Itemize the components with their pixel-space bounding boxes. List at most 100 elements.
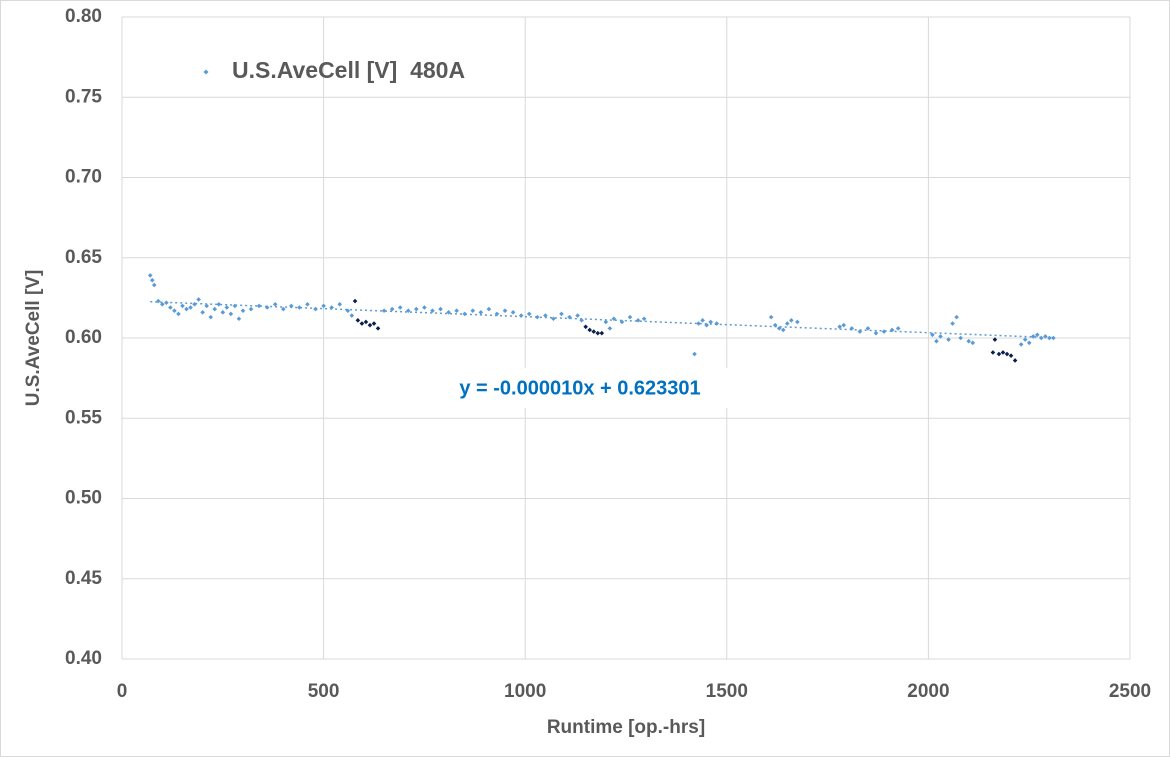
- data-point: [337, 301, 343, 307]
- data-point: [849, 326, 855, 331]
- x-tick-label: 2000: [907, 681, 949, 702]
- data-point: [405, 308, 411, 314]
- data-point: [446, 310, 451, 315]
- x-tick-label: 500: [308, 681, 340, 702]
- data-point: [1030, 334, 1036, 339]
- data-point: [692, 351, 697, 357]
- data-point: [603, 319, 609, 325]
- data-point: [970, 340, 976, 346]
- y-axis-title: U.S.AveCell [V]: [23, 270, 44, 407]
- data-point: [837, 324, 842, 330]
- data-point: [494, 311, 500, 317]
- data-point: [149, 277, 155, 283]
- data-point: [627, 314, 633, 320]
- data-point: [305, 301, 310, 307]
- data-point: [352, 298, 358, 304]
- data-point: [454, 308, 459, 314]
- y-tick-label: 0.50: [65, 488, 102, 509]
- data-point: [1038, 335, 1044, 341]
- data-point: [958, 335, 963, 341]
- data-point: [160, 301, 165, 307]
- data-point: [635, 318, 641, 323]
- data-point: [534, 314, 540, 320]
- legend-marker: [203, 69, 209, 75]
- data-point: [1004, 351, 1010, 357]
- x-axis-title: Runtime [op.-hrs]: [547, 717, 705, 738]
- data-point: [228, 311, 234, 317]
- data-point: [470, 308, 476, 314]
- data-point: [881, 329, 887, 334]
- y-tick-label: 0.60: [65, 327, 102, 348]
- x-tick-label: 1000: [504, 681, 546, 702]
- data-point: [992, 337, 998, 342]
- data-point: [543, 313, 548, 318]
- data-point: [1012, 358, 1018, 363]
- data-point: [349, 313, 355, 318]
- data-point: [180, 303, 185, 309]
- data-point: [583, 324, 588, 330]
- data-point: [208, 314, 214, 320]
- data-point: [619, 319, 625, 325]
- data-point: [248, 306, 254, 312]
- data-point: [795, 319, 800, 325]
- data-point: [502, 308, 508, 314]
- data-point: [313, 306, 318, 312]
- data-point: [865, 326, 871, 331]
- data-point: [240, 308, 246, 314]
- data-point: [510, 310, 516, 315]
- data-point: [200, 310, 205, 315]
- data-point: [438, 306, 443, 312]
- x-tick-label: 1500: [706, 681, 748, 702]
- data-point: [708, 319, 713, 325]
- data-point: [355, 318, 361, 323]
- data-point: [204, 303, 209, 309]
- y-tick-label: 0.40: [65, 648, 102, 669]
- data-point: [176, 311, 181, 317]
- data-point: [196, 297, 201, 302]
- data-point: [188, 305, 193, 310]
- data-point: [704, 322, 709, 328]
- data-point: [264, 305, 270, 310]
- data-point: [611, 316, 617, 322]
- data-point: [579, 318, 584, 323]
- trendline-equation: y = -0.000010x + 0.623301: [459, 377, 700, 399]
- y-tick-label: 0.55: [65, 407, 102, 428]
- data-point: [1008, 353, 1014, 358]
- data-point: [462, 311, 468, 317]
- data-point: [930, 332, 935, 338]
- data-point: [599, 330, 605, 336]
- x-tick-label: 0: [117, 681, 128, 702]
- data-point: [1051, 335, 1056, 341]
- data-point: [857, 329, 863, 334]
- data-point: [714, 321, 720, 326]
- data-point: [192, 301, 197, 307]
- data-point: [772, 322, 778, 328]
- data-point: [345, 308, 351, 314]
- data-point: [895, 326, 901, 331]
- data-point: [1000, 350, 1006, 355]
- data-point: [280, 306, 286, 312]
- data-point: [478, 310, 484, 315]
- data-point: [172, 308, 177, 314]
- data-point: [934, 338, 939, 344]
- data-point: [591, 329, 597, 334]
- data-point: [575, 313, 580, 318]
- data-point: [776, 326, 782, 331]
- data-point: [784, 321, 790, 326]
- data-point: [164, 300, 169, 305]
- data-point: [289, 303, 294, 309]
- data-point: [950, 321, 955, 326]
- data-point: [559, 311, 564, 317]
- data-point: [780, 327, 786, 333]
- data-point: [236, 316, 242, 322]
- data-point: [938, 334, 943, 339]
- data-point: [551, 316, 556, 322]
- data-point: [389, 306, 395, 312]
- data-point: [607, 326, 613, 331]
- data-point: [789, 318, 794, 323]
- legend-label: U.S.AveCell [V] 480A: [232, 57, 465, 83]
- data-point: [359, 321, 365, 326]
- data-point: [272, 301, 278, 307]
- data-point: [363, 319, 369, 325]
- data-point: [151, 282, 157, 288]
